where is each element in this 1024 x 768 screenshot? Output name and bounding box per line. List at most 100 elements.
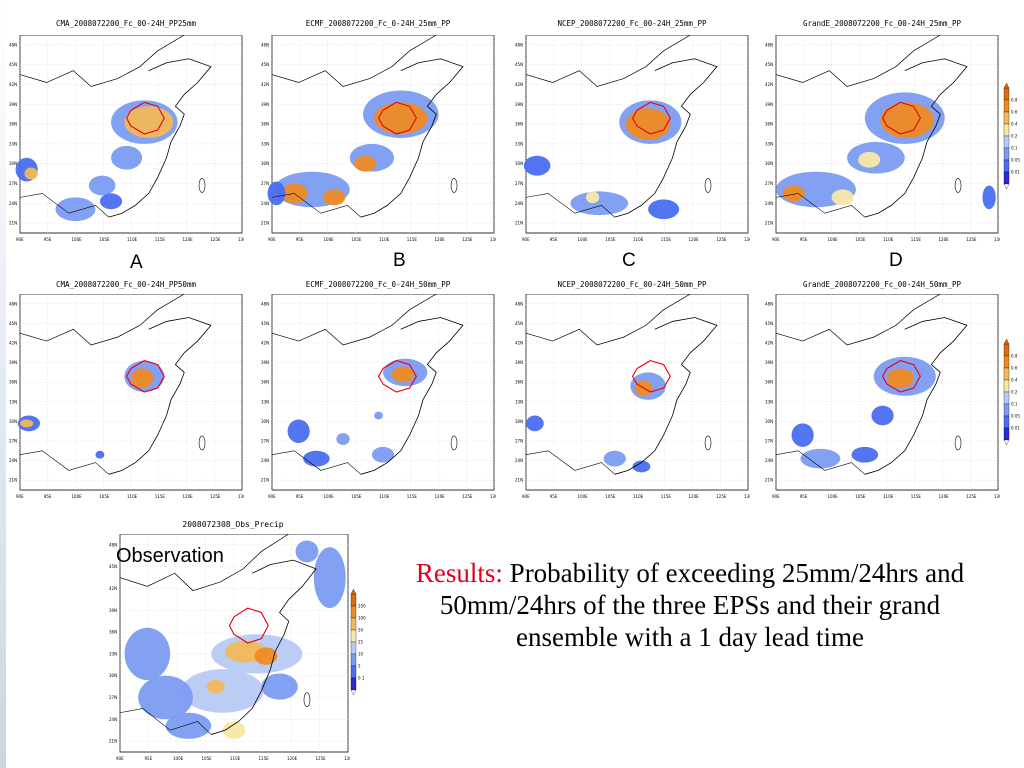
precip-area [181,669,264,713]
lat-tick-label: 21N [109,739,117,744]
lon-tick-label: 90E [268,494,276,499]
lat-tick-label: 39N [109,608,117,613]
precip-area [800,448,841,469]
lon-tick-label: 115E [407,494,418,499]
lat-tick-label: 42N [515,341,523,346]
colorbar-tick-label: 0.2 [1011,134,1018,139]
precip-area [391,366,415,383]
precip-area [254,647,278,665]
precip-area [303,450,330,467]
lon-tick-label: 130 [490,494,496,499]
taiwan-outline [450,178,458,193]
lat-tick-label: 36N [9,380,17,385]
lat-tick-label: 45N [515,321,523,326]
lon-tick-label: 95E [550,494,558,499]
colorbar-segment [1003,343,1010,357]
precip-area [206,680,225,694]
lon-tick-label: 95E [296,494,304,499]
basin-boundary [125,101,165,135]
colorbar-segment [1003,159,1010,173]
lon-tick-label: 100E [72,494,83,499]
precip-area [791,423,814,447]
lat-tick-label: 45N [109,564,117,569]
probability-map: 48N 45N 42N 39N 36N 33N 30N 27N 24N 21N 90E 95E 100E… [515,294,750,499]
lon-tick-label: 125E [316,756,327,761]
coastline [614,58,718,218]
lon-tick-label: 90E [116,756,124,761]
precip-area [625,108,671,140]
probability-map: 48N 45N 42N 39N 36N 33N 30N 27N 24N 21N 90E 95E 100E… [261,35,496,242]
lon-tick-label: 125E [716,237,727,242]
lat-tick-label: 30N [9,161,17,166]
basin-boundary [228,607,269,644]
precip-area [374,411,383,420]
precip-area [24,167,38,180]
lon-tick-label: 105E [99,494,110,499]
lat-tick-label: 33N [9,141,17,146]
colorbar-tick-label: 0.2 [1011,390,1018,395]
lon-tick-label: 130 [994,237,1000,242]
precip-area [261,673,298,700]
coastline [360,317,464,475]
basin-boundary [631,101,671,135]
colorbar-segment [1003,87,1010,101]
basin-boundary [125,360,165,393]
lon-tick-label: 120E [939,237,950,242]
country-border [775,35,941,87]
precip-colorbar: 250 100 50 25 10 5 0.1 [350,588,366,696]
lon-tick-label: 125E [210,237,221,242]
lon-tick-label: 110E [127,237,138,242]
panel-title: CMA_2008072200_Fc_00-24H_PP50mm [56,280,196,289]
panel-title: GrandE_2008072200_Fc_00-24H_25mm_PP [802,19,962,28]
precip-area [526,415,544,432]
probability-map: 48N 45N 42N 39N 36N 33N 30N 27N 24N 21N 90E 95E 100E… [261,294,496,499]
precip-area [880,102,934,138]
lat-tick-label: 36N [261,122,269,127]
lat-tick-label: 48N [765,42,773,47]
colorbar-segment [350,629,357,643]
panel-ecmf-25mm: ECMF_2008072200_Fc_0-24H_25mm_PP 48N 45N 4… [258,19,498,245]
precip-area [111,145,143,170]
basin-boundary [377,101,417,135]
coastline [211,559,317,735]
lon-tick-label: 105E [855,494,866,499]
country-border [525,35,691,87]
colorbar-tick-label: 0.4 [1011,378,1018,383]
lon-tick-label: 105E [351,237,362,242]
colorbar-tick-label: 50 [358,628,364,633]
panel-title: ECMF_2008072200_Fc_0-24H_25mm_PP [305,19,451,28]
colorbar-segment [1003,379,1010,393]
lon-tick-label: 110E [633,237,644,242]
lon-tick-label: 130 [744,494,750,499]
lon-tick-label: 95E [145,756,153,761]
basin-boundary [881,360,921,393]
lat-tick-label: 24N [261,201,269,206]
lat-tick-label: 42N [261,82,269,87]
lon-tick-label: 115E [661,494,672,499]
lon-tick-label: 95E [800,237,808,242]
colorbar-segment [350,665,357,679]
southern-border [271,193,361,218]
colorbar-tick-label: 0.05 [1011,414,1020,419]
colorbar-tick-label: 0.6 [1011,366,1018,371]
colorbar-segment [350,605,357,619]
lat-tick-label: 30N [765,161,773,166]
lon-tick-label: 95E [296,237,304,242]
lat-tick-label: 36N [9,122,17,127]
lon-tick-label: 130 [238,237,244,242]
lon-tick-label: 90E [772,237,780,242]
lat-tick-label: 36N [765,122,773,127]
lat-tick-label: 21N [261,478,269,483]
colorbar-segment [1003,367,1010,381]
lon-tick-label: 105E [855,237,866,242]
colorbar-tick-label: 0.01 [1011,170,1020,175]
lat-tick-label: 21N [9,478,17,483]
coastline [864,58,968,218]
precip-area [354,155,377,172]
colorbar-arrow-bottom [350,689,357,696]
lon-tick-label: 105E [605,494,616,499]
lat-tick-label: 27N [765,181,773,186]
lon-tick-label: 120E [689,237,700,242]
precip-area [295,540,319,563]
precip-area [523,155,551,176]
